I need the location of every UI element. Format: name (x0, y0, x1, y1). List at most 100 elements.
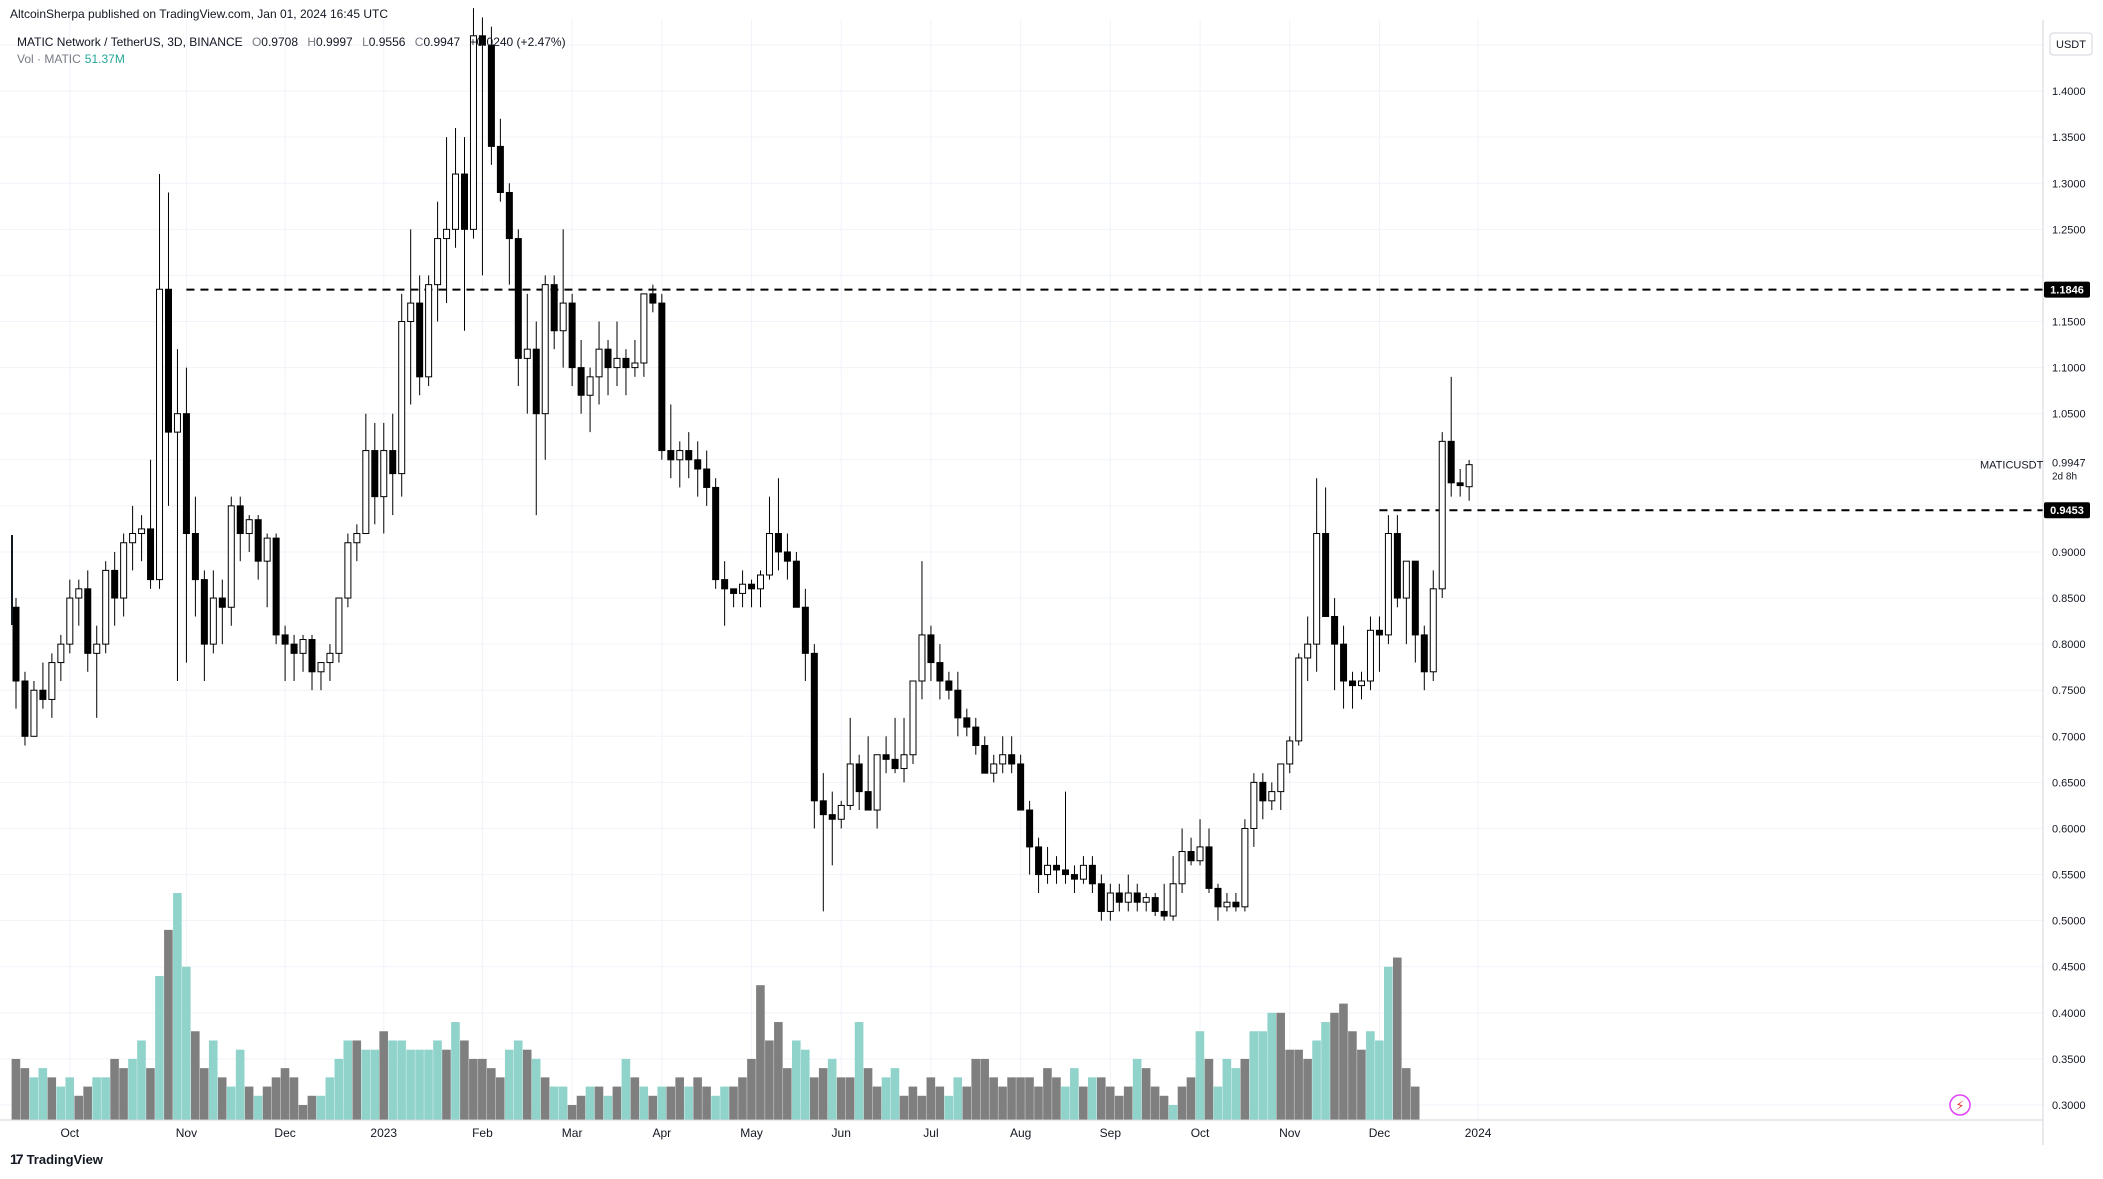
time-axis[interactable]: Oct Nov Dec 2023 Feb Mar Apr May Jun Jul Aug Sep Oct… (60, 1126, 1491, 1140)
candle-body (111, 569, 119, 599)
volume-bar (226, 1086, 236, 1120)
price-tick-label: 0.6000 (2052, 823, 2086, 835)
price-tick-label: 0.3000 (2052, 1100, 2086, 1112)
volume-bar (513, 1040, 523, 1120)
volume-bar (1240, 1058, 1250, 1120)
volume-bar (1096, 1077, 1106, 1120)
volume-bar (155, 975, 164, 1120)
candle-body (478, 35, 486, 46)
volume-bar (594, 1086, 604, 1120)
price-tick-label: 1.0500 (2052, 409, 2086, 421)
candle-body (182, 413, 190, 535)
volume-legend[interactable]: Vol · MATIC 51.37M (17, 52, 125, 66)
volume-bar (1043, 1068, 1052, 1120)
volume-bar (199, 1068, 209, 1120)
candle-body (299, 639, 307, 654)
horizontal-levels[interactable]: 1.1846 0.9453 (186, 281, 2090, 519)
volume-bar (522, 1049, 532, 1120)
volume-bar (756, 985, 765, 1120)
volume-bar (164, 929, 173, 1120)
candle-body (1358, 680, 1365, 687)
price-tick-label: 1.2500 (2052, 224, 2086, 236)
candle-body (1438, 440, 1446, 590)
volume-bar (307, 1095, 317, 1120)
price-tick-label: 0.9000 (2052, 547, 2086, 559)
volume-bar (953, 1077, 963, 1120)
candle-body (1375, 629, 1383, 636)
volume-bar (531, 1058, 541, 1120)
replay-icon[interactable]: ⚡ (1949, 1094, 1971, 1116)
volume-bar (20, 1068, 30, 1120)
volume-bar (433, 1040, 442, 1120)
time-tick-label: 2023 (370, 1126, 397, 1140)
volume-bar (1294, 1049, 1303, 1120)
volume-bar (1276, 1012, 1285, 1120)
candle-body (748, 583, 756, 590)
candle-body (93, 643, 101, 654)
candle-body (810, 652, 818, 802)
candle-body (317, 662, 325, 673)
candle-body (909, 680, 917, 756)
high-value: 0.9997 (316, 35, 353, 49)
time-tick-label: Mar (562, 1126, 583, 1140)
candle-body (12, 606, 20, 682)
candle-body (990, 763, 998, 774)
volume-bar (253, 1095, 263, 1120)
candle-body (39, 689, 47, 700)
candle-body (873, 754, 881, 811)
volume-bar (334, 1058, 344, 1120)
volume-bar (800, 1049, 810, 1120)
close-label: C (414, 35, 424, 49)
candle-body (1402, 560, 1410, 599)
volume-bar (316, 1095, 326, 1120)
candle-body (613, 357, 621, 369)
candle-body (1384, 533, 1392, 636)
volume-bar (325, 1077, 335, 1120)
volume-bar (738, 1077, 747, 1120)
volume-bar (684, 1086, 693, 1120)
candle-body (443, 228, 451, 240)
candle-body (658, 302, 666, 452)
price-tick-label: 0.5000 (2052, 916, 2086, 928)
price-tick-label: 0.4500 (2052, 962, 2086, 974)
symbol-legend[interactable]: MATIC Network / TetherUS, 3D, BINANCE O0… (17, 35, 566, 49)
volume-bar (540, 1077, 550, 1120)
candle-body (963, 717, 971, 728)
time-tick-label: Sep (1100, 1126, 1122, 1140)
symbol-title: MATIC Network / TetherUS, 3D, BINANCE (17, 35, 243, 49)
candle-body (604, 348, 612, 369)
currency-badge[interactable]: USDT (2049, 32, 2093, 56)
volume-bar (1339, 1003, 1348, 1120)
candle-body (290, 643, 298, 654)
tradingview-brand[interactable]: 17 TradingView (10, 1151, 103, 1167)
volume-bar (1375, 1040, 1384, 1120)
price-axis[interactable]: 0.3000 0.3500 0.4000 0.4500 0.5000 0.5500 0.60… (2052, 40, 2086, 1112)
volume-bar (137, 1040, 146, 1120)
volume-bar (783, 1068, 792, 1120)
volume-bar (495, 1077, 505, 1120)
candle-body (1331, 615, 1339, 645)
candle-body (541, 284, 549, 415)
candle-body (1313, 533, 1321, 645)
volume-bar (1016, 1077, 1025, 1120)
volume-bar (1249, 1031, 1259, 1120)
volume-bar (747, 1058, 756, 1120)
candle-body (434, 238, 442, 286)
volume-bar (289, 1077, 299, 1120)
volume-bar (1186, 1077, 1196, 1120)
time-tick-label: Feb (472, 1126, 493, 1140)
candle-body (1106, 892, 1114, 912)
volume-bar (469, 1058, 478, 1120)
candle-body (254, 519, 262, 562)
volume-bar (352, 1040, 362, 1120)
candle-body (1187, 851, 1195, 862)
volume-bar (809, 1077, 819, 1120)
candle-body (263, 537, 271, 562)
candle-body (631, 362, 639, 369)
volume-bar (998, 1086, 1007, 1120)
candle-body (712, 486, 720, 581)
volume-bar (388, 1040, 397, 1120)
time-tick-label: Jul (923, 1126, 938, 1140)
low-label: L (362, 35, 369, 49)
